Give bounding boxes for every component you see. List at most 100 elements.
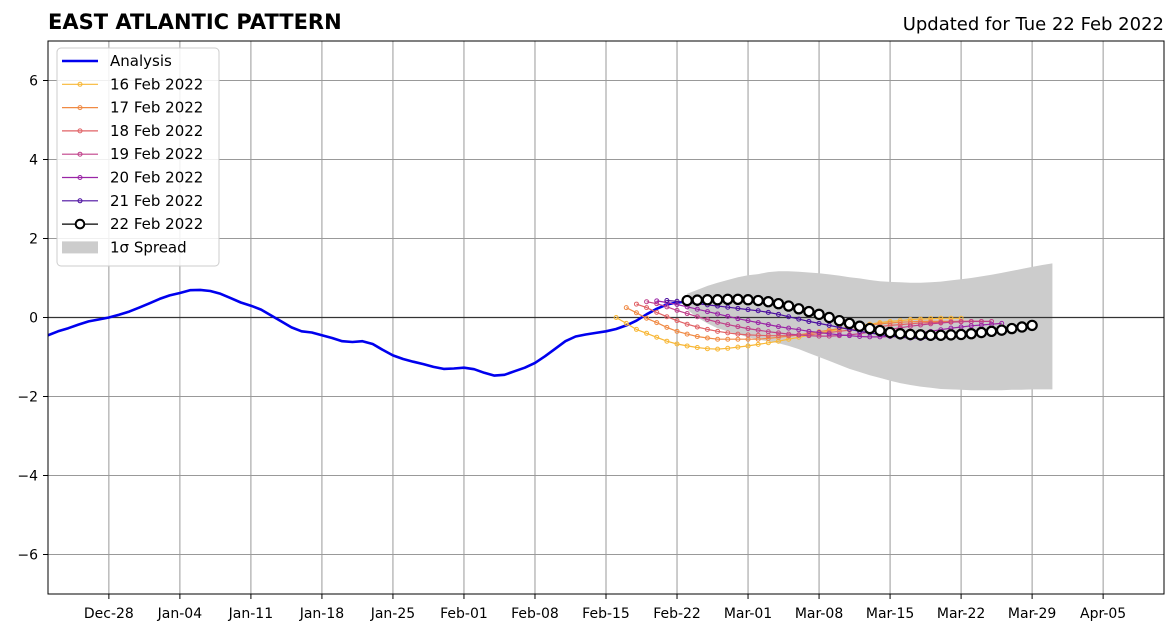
- forecast-point: [1026, 319, 1038, 332]
- forecast-point: [684, 311, 690, 317]
- forecast-point: [914, 329, 927, 341]
- forecast-point: [755, 341, 761, 347]
- legend-label: 16 Feb 2022: [110, 75, 203, 93]
- forecast-point: [704, 309, 710, 315]
- forecast-point: [765, 309, 771, 315]
- x-tick-label: Mar-22: [937, 606, 985, 622]
- forecast-point: [745, 318, 751, 324]
- legend-swatch-marker: [74, 218, 86, 230]
- forecast-point: [711, 294, 724, 306]
- legend-label: 20 Feb 2022: [110, 169, 203, 187]
- forecast-point: [623, 305, 629, 311]
- forecast-point: [816, 320, 822, 326]
- forecast-point: [765, 329, 771, 335]
- forecast-point: [654, 309, 660, 315]
- plot-area: Dec-28 Jan-04 Jan-11 Jan-18 Jan-25 Feb-01 Feb-…: [17, 40, 1165, 622]
- legend-swatch-marker: [77, 105, 83, 111]
- forecast-point: [907, 323, 913, 329]
- legend-swatch-marker: [77, 151, 83, 157]
- forecast-point: [904, 328, 917, 341]
- forecast-point: [715, 328, 721, 334]
- forecast-point: [765, 322, 771, 328]
- forecast-point: [715, 319, 721, 325]
- forecast-point: [735, 331, 741, 337]
- forecast-line: [636, 303, 982, 337]
- forecast-point: [985, 325, 998, 338]
- legend-label: Analysis: [110, 52, 172, 70]
- forecast-point: [704, 316, 710, 322]
- forecast-point: [674, 307, 680, 313]
- x-tick-label: Feb-08: [511, 606, 559, 622]
- forecast-point: [935, 329, 947, 341]
- y-tick-label: −2: [17, 390, 38, 406]
- forecast-point: [725, 304, 731, 310]
- forecast-point: [732, 293, 744, 306]
- forecast-point: [786, 314, 792, 320]
- x-tick-label: Mar-29: [1008, 606, 1056, 622]
- forecast-point: [664, 324, 670, 330]
- x-tick-label: Jan-18: [299, 606, 344, 622]
- chart-title: EAST ATLANTIC PATTERN: [48, 10, 342, 34]
- forecast-point: [846, 333, 852, 339]
- forecast-point: [752, 294, 764, 307]
- forecast-point: [823, 311, 835, 324]
- forecast-point: [884, 326, 896, 339]
- forecast-point: [826, 331, 832, 337]
- forecast-point: [775, 330, 781, 336]
- x-tick-label: Apr-05: [1080, 606, 1126, 622]
- forecast-point: [745, 343, 751, 349]
- x-tick-label: Feb-15: [582, 606, 630, 622]
- x-tick-label: Mar-01: [724, 606, 772, 622]
- forecast-point: [742, 294, 754, 306]
- forecast-point: [644, 330, 650, 336]
- forecast-point: [735, 336, 741, 342]
- forecast-point: [948, 319, 954, 325]
- plot-series: [48, 263, 1164, 391]
- forecast-point: [725, 336, 731, 342]
- forecast-point: [803, 305, 815, 318]
- legend-label: 1σ Spread: [110, 238, 187, 256]
- chart-updated-label: Updated for Tue 22 Feb 2022: [903, 14, 1164, 35]
- legend-label: 17 Feb 2022: [110, 99, 203, 117]
- forecast-point: [725, 322, 731, 328]
- y-tick-label: 0: [29, 311, 38, 327]
- forecast-point: [735, 344, 741, 350]
- plot-frame: [47, 40, 1165, 595]
- forecast-point: [806, 328, 812, 334]
- forecast-point: [755, 308, 761, 314]
- forecast-point: [897, 322, 903, 328]
- forecast-point: [775, 324, 781, 330]
- forecast-point: [664, 338, 670, 344]
- forecast-point: [674, 341, 680, 347]
- forecast-point: [918, 322, 924, 328]
- forecast-point: [644, 299, 650, 305]
- x-tick-label: Jan-25: [370, 606, 415, 622]
- forecast-point: [725, 345, 731, 351]
- legend-swatch-marker: [77, 128, 83, 134]
- forecast-point: [684, 321, 690, 327]
- forecast-point: [684, 343, 690, 349]
- forecast-point: [694, 345, 700, 351]
- forecast-point: [775, 333, 781, 339]
- forecast-point: [894, 327, 906, 340]
- forecast-point: [968, 323, 974, 329]
- forecast-point: [704, 326, 710, 332]
- forecast-point: [654, 320, 660, 326]
- forecast-line: [615, 316, 962, 350]
- x-tick-label: Jan-11: [228, 606, 273, 622]
- forecast-point: [989, 318, 995, 324]
- x-tick-label: Mar-15: [866, 606, 914, 622]
- forecast-point: [965, 327, 977, 340]
- forecast-point: [633, 301, 639, 307]
- forecast-point: [684, 331, 690, 337]
- forecast-point: [725, 313, 731, 319]
- forecast-point: [857, 333, 863, 339]
- forecast-point: [722, 293, 734, 306]
- forecast-point: [715, 346, 721, 352]
- forecast-point: [945, 329, 957, 341]
- forecast-point: [833, 314, 846, 327]
- forecast-point: [654, 334, 660, 340]
- y-tick-label: 6: [29, 74, 38, 90]
- forecast-point: [806, 318, 812, 324]
- forecast-point: [782, 300, 795, 312]
